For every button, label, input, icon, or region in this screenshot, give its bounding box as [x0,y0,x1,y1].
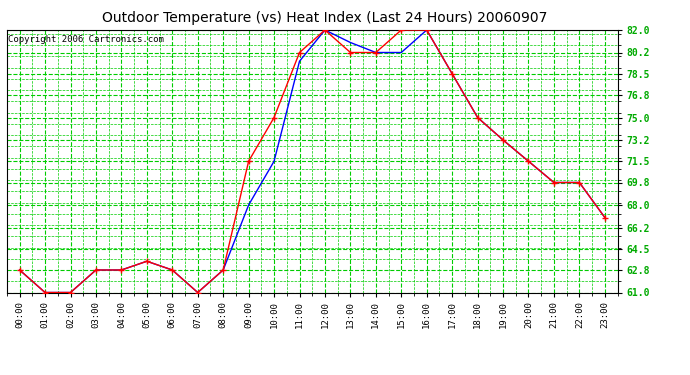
Text: Copyright 2006 Cartronics.com: Copyright 2006 Cartronics.com [8,35,164,44]
Text: Outdoor Temperature (vs) Heat Index (Last 24 Hours) 20060907: Outdoor Temperature (vs) Heat Index (Las… [101,11,547,25]
